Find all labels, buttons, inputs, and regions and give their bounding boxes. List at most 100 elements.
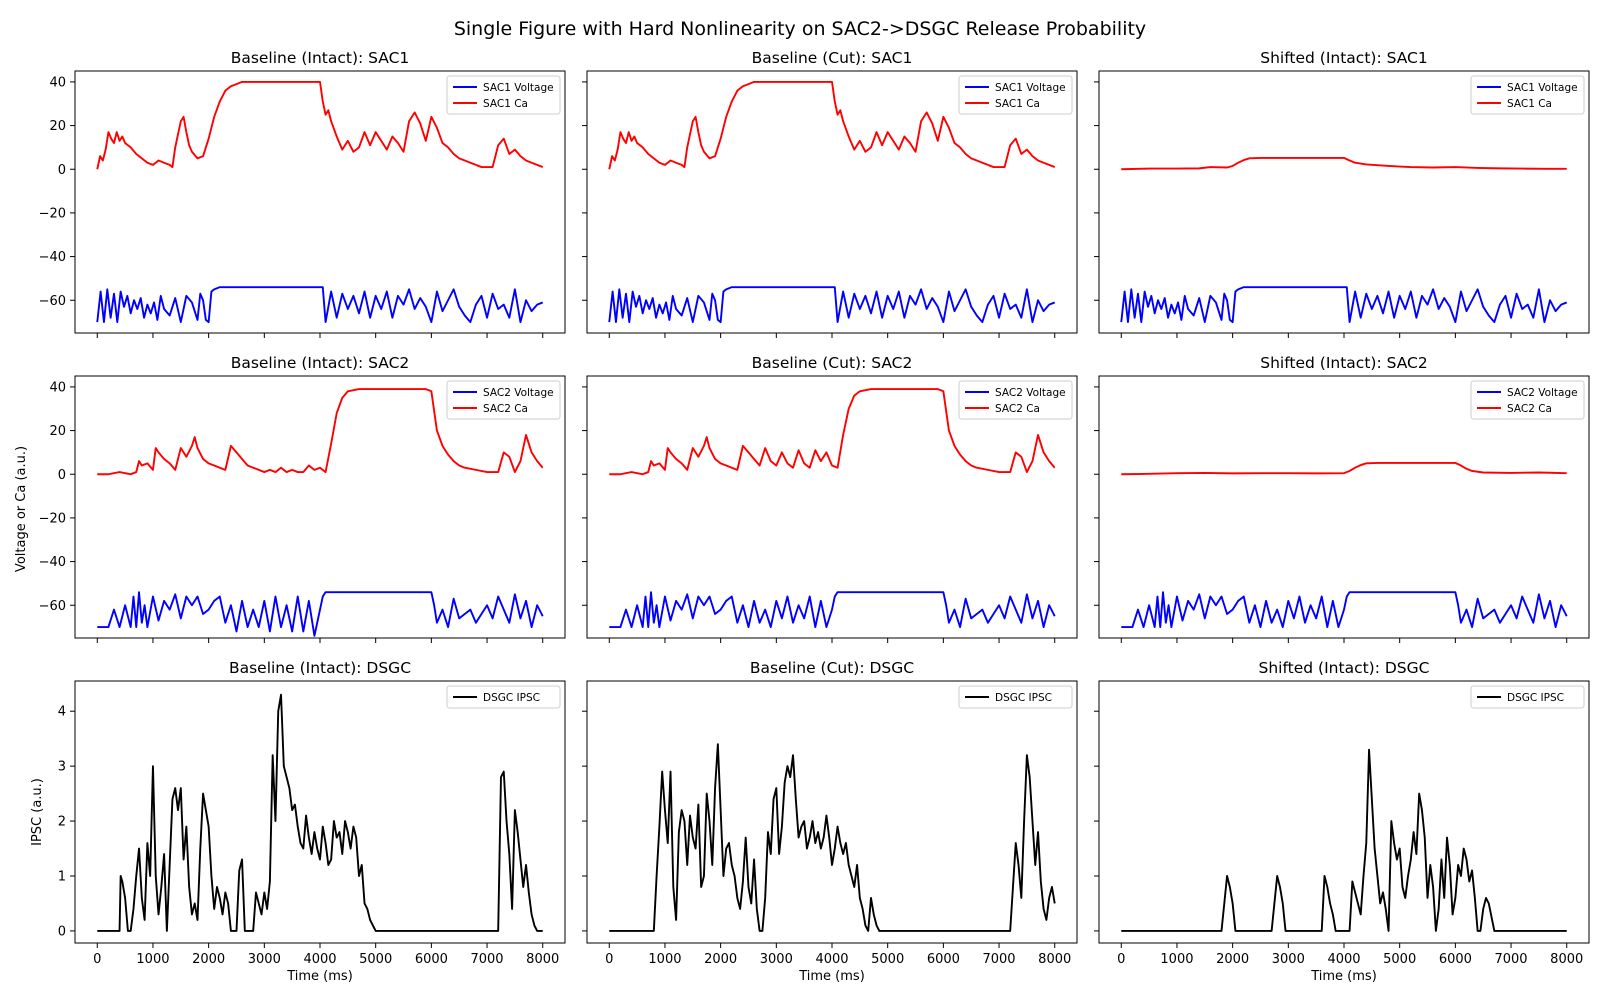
legend: SAC1 Voltage SAC1 Ca bbox=[958, 75, 1073, 115]
y-axis-ticks bbox=[1094, 710, 1099, 932]
x-tick-label: 6000 bbox=[927, 952, 960, 967]
subplot-title: Shifted (Intact): SAC2 bbox=[1260, 354, 1428, 372]
legend-entry: SAC1 Voltage bbox=[1507, 82, 1578, 94]
x-axis-ticks bbox=[608, 333, 1056, 338]
y-axis-ticks bbox=[582, 81, 587, 301]
x-tick-label: 1000 bbox=[1160, 952, 1193, 967]
legend-box bbox=[446, 685, 561, 709]
legend-entry: SAC1 Ca bbox=[995, 98, 1040, 110]
legend-entry: SAC1 Ca bbox=[1507, 98, 1552, 110]
y-tick-label: 40 bbox=[49, 380, 66, 395]
y-tick-label: −40 bbox=[39, 555, 66, 570]
legend-entry: SAC2 Ca bbox=[995, 403, 1040, 415]
x-tick-label: 3000 bbox=[1272, 952, 1305, 967]
y-tick-label: 0 bbox=[58, 468, 66, 483]
subplot-title: Baseline (Cut): DSGC bbox=[750, 659, 914, 677]
series-line-dsgc-ipsc bbox=[1121, 748, 1567, 932]
legend-entry: SAC2 Voltage bbox=[1507, 387, 1578, 399]
x-tick-label: 6000 bbox=[1439, 952, 1472, 967]
y-tick-label: −60 bbox=[39, 599, 66, 614]
subplot-4: Baseline (Intact): SAC2 −60 −40 −20 0 20 40 SAC… bbox=[39, 354, 566, 643]
y-tick-label: 0 bbox=[58, 924, 66, 939]
x-tick-label: 1000 bbox=[136, 952, 169, 967]
x-axis-ticks bbox=[608, 638, 1056, 643]
subplot-title: Baseline (Intact): SAC2 bbox=[231, 354, 410, 372]
legend: DSGC IPSC bbox=[446, 685, 561, 709]
y-tick-label: −40 bbox=[39, 250, 66, 265]
legend: SAC2 Voltage SAC2 Ca bbox=[958, 380, 1073, 420]
legend-box bbox=[958, 685, 1073, 709]
subplot-7: Baseline (Intact): DSGC 0 1000 2000 3000 4000… bbox=[30, 659, 566, 984]
legend: SAC2 Voltage SAC2 Ca bbox=[1470, 380, 1585, 420]
subplot-title: Baseline (Cut): SAC2 bbox=[752, 354, 913, 372]
series-line-sac2-ca bbox=[609, 388, 1056, 476]
subplot-2: Baseline (Cut): SAC1 SAC1 Voltage SAC1 Ca bbox=[582, 49, 1078, 338]
y-tick-label: 2 bbox=[58, 815, 66, 830]
y-axis-ticks bbox=[1094, 386, 1099, 606]
y-axis-ticks bbox=[1094, 81, 1099, 301]
legend-entry: SAC2 Voltage bbox=[995, 387, 1066, 399]
series-line-sac2-voltage bbox=[1121, 591, 1568, 629]
legend-box bbox=[1470, 75, 1585, 115]
x-axis-ticks bbox=[1120, 638, 1568, 643]
legend-box bbox=[1470, 380, 1585, 420]
legend-box bbox=[958, 75, 1073, 115]
x-tick-label: 2000 bbox=[704, 952, 737, 967]
y-tick-label: 0 bbox=[58, 163, 66, 178]
y-tick-label: 20 bbox=[49, 119, 66, 134]
x-tick-label: 6000 bbox=[415, 952, 448, 967]
legend-box bbox=[446, 75, 561, 115]
y-tick-label: 3 bbox=[58, 760, 66, 775]
y-axis-label-row2: Voltage or Ca (a.u.) bbox=[14, 446, 29, 572]
y-tick-label: −60 bbox=[39, 294, 66, 309]
x-tick-label: 7000 bbox=[1494, 952, 1527, 967]
x-tick-label: 3000 bbox=[248, 952, 281, 967]
y-tick-label: −20 bbox=[39, 511, 66, 526]
series-line-dsgc-ipsc bbox=[97, 693, 543, 932]
y-tick-label: −20 bbox=[39, 206, 66, 221]
legend: DSGC IPSC bbox=[1470, 685, 1585, 709]
x-tick-label: 0 bbox=[93, 952, 101, 967]
legend: SAC1 Voltage SAC1 Ca bbox=[446, 75, 561, 115]
y-axis-ticks bbox=[582, 386, 587, 606]
x-tick-label: 1000 bbox=[648, 952, 681, 967]
x-tick-label: 8000 bbox=[526, 952, 559, 967]
subplot-3: Shifted (Intact): SAC1 SAC1 Voltage SAC1 C… bbox=[1094, 49, 1590, 338]
series-line-sac1-ca bbox=[96, 80, 544, 170]
y-axis-ticks: 0 1 2 3 4 bbox=[58, 705, 75, 939]
y-axis-ticks: −60 −40 −20 0 20 40 bbox=[39, 75, 75, 309]
legend-box bbox=[446, 380, 561, 420]
x-tick-label: 4000 bbox=[815, 952, 848, 967]
series-line-sac1-voltage bbox=[608, 286, 1056, 324]
y-tick-label: 40 bbox=[49, 75, 66, 90]
legend-entry: SAC1 Ca bbox=[483, 98, 528, 110]
legend: SAC2 Voltage SAC2 Ca bbox=[446, 380, 561, 420]
x-tick-label: 4000 bbox=[1327, 952, 1360, 967]
x-tick-label: 0 bbox=[605, 952, 613, 967]
legend-box bbox=[1470, 685, 1585, 709]
y-axis-ticks bbox=[582, 710, 587, 932]
subplot-1: Baseline (Intact): SAC1 −60 −40 −20 0 20 40 SAC… bbox=[39, 49, 566, 338]
series-line-sac2-ca bbox=[1121, 461, 1567, 476]
x-axis-label: Time (ms) bbox=[1310, 969, 1377, 984]
y-axis-label: IPSC (a.u.) bbox=[30, 778, 45, 846]
x-tick-label: 3000 bbox=[760, 952, 793, 967]
legend: DSGC IPSC bbox=[958, 685, 1073, 709]
y-tick-label: 1 bbox=[58, 869, 66, 884]
y-tick-label: 20 bbox=[49, 424, 66, 439]
subplot-title: Baseline (Cut): SAC1 bbox=[752, 49, 913, 67]
subplot-5: Baseline (Cut): SAC2 SAC2 Voltage SAC2 Ca bbox=[582, 354, 1078, 643]
subplot-title: Baseline (Intact): DSGC bbox=[229, 659, 411, 677]
x-tick-label: 2000 bbox=[192, 952, 225, 967]
x-tick-label: 8000 bbox=[1550, 952, 1583, 967]
series-line-dsgc-ipsc bbox=[609, 743, 1056, 932]
legend-entry: DSGC IPSC bbox=[1507, 692, 1564, 704]
x-axis-ticks: 0 1000 2000 3000 4000 5000 6000 7000 8000 bbox=[605, 943, 1071, 967]
x-axis-ticks bbox=[96, 638, 544, 643]
subplot-8: Baseline (Cut): DSGC 0 1000 2000 3000 4000 500… bbox=[582, 659, 1078, 984]
subplot-6: Shifted (Intact): SAC2 SAC2 Voltage SAC2 C… bbox=[1094, 354, 1590, 643]
x-tick-label: 7000 bbox=[470, 952, 503, 967]
subplot-9: Shifted (Intact): DSGC 0 1000 2000 3000 4000 5… bbox=[1094, 659, 1590, 984]
